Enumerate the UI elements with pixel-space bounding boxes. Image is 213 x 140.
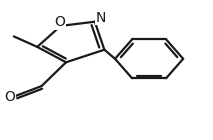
Text: O: O: [4, 90, 16, 104]
Text: O: O: [54, 15, 65, 29]
Text: N: N: [96, 10, 106, 24]
